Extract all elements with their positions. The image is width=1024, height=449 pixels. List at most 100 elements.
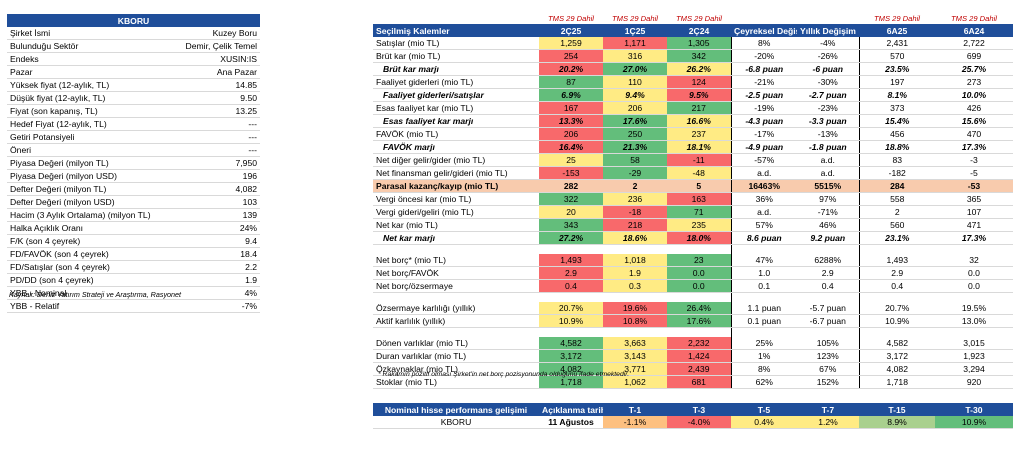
quarter-value: 235 [667,218,731,232]
quarterly-change: -19% [730,101,797,115]
quarter-value: 1,171 [603,37,667,50]
table-row: Net finansman gelir/gideri (mio TL) -153-… [373,166,1013,180]
perf-header: T-3 [667,403,731,416]
quarter-value [539,328,603,338]
yearly-change [797,328,859,338]
yearly-change: -13% [797,127,859,141]
row-label: Özsermaye karlılığı (yıllık) [373,302,539,315]
quarter-value: 71 [667,205,731,219]
quarter-value: 25 [539,153,603,167]
quarter-value: 26.2% [667,62,731,76]
perf-ticker: KBORU [373,416,539,429]
quarterly-change: -57% [730,153,797,167]
table-row: Faaliyet giderleri (mio TL) 87 110 124 -21% -… [373,75,1013,89]
quarter-value: 1.9 [603,266,667,280]
yearly-change: -71% [797,205,859,219]
row-label: Aktif karlılık (yıllık) [373,314,539,328]
quarterly-change: -20% [730,49,797,63]
info-value: 18.4 [177,247,261,261]
table-row: Defter Değeri (milyon TL) 4,082 [7,182,261,196]
yearly-change: a.d. [797,166,859,180]
table-row: Brüt kar (mio TL) 254 316 342 -20% -26% 570 699 [373,49,1013,63]
quarter-value: 0.0 [667,266,731,280]
quarter-value: 1,062 [603,375,667,389]
half-2024-value: 3,294 [935,362,1013,376]
quarter-value: 342 [667,49,731,63]
half-2025-value: 570 [858,49,935,63]
perf-header: Açıklanma tarihi [539,403,603,416]
quarter-value: 124 [667,75,731,89]
yearly-change: 9.2 puan [797,231,859,245]
table-row: PD/DD (son 4 çeyrek) 1.9 [7,273,261,287]
perf-header: T-30 [935,403,1013,416]
half-2025-value: 3,172 [858,349,935,363]
info-label: Fiyat (son kapanış, TL) [7,104,177,118]
quarter-value: -48 [667,166,731,180]
table-row: Piyasa Değeri (milyon USD) 196 [7,169,261,183]
quarter-value: 9.5% [667,88,731,102]
yearly-change: -1.8 puan [797,140,859,154]
table-row: Halka Açıklık Oranı 24% [7,221,261,235]
half-2024-value: 19.5% [935,302,1013,315]
info-label: Hacim (3 Aylık Ortalama) (milyon TL) [7,208,177,222]
half-2025-value: 4,582 [858,337,935,350]
row-label: Esas faaliyet kar (mio TL) [373,101,539,115]
perf-header: Nominal hisse performans gelişimi [373,403,539,416]
quarter-value: 16.4% [539,140,603,154]
perf-header: T-1 [603,403,667,416]
quarter-value: 3,172 [539,349,603,363]
quarter-value: 237 [667,127,731,141]
yearly-change: -3.3 puan [797,114,859,128]
quarterly-change: 25% [730,337,797,350]
quarter-value: 4,582 [539,337,603,350]
quarter-value: 1,018 [603,254,667,267]
quarterly-change: -4.9 puan [730,140,797,154]
info-label: Pazar [7,65,177,79]
quarterly-change: 8% [730,362,797,376]
quarter-value: 282 [539,179,603,193]
quarter-value: 1,424 [667,349,731,363]
info-value: 13.25 [177,104,261,118]
table-row: Vergi gideri/geliri (mio TL) 20 -18 71 a.d. -… [373,205,1013,219]
quarter-value: 2,439 [667,362,731,376]
quarter-value: 20.2% [539,62,603,76]
quarter-value: 3,143 [603,349,667,363]
half-2025-value: 1,718 [858,375,935,389]
quarter-value: 10.8% [603,314,667,328]
quarter-value: 5 [667,179,731,193]
info-value: XUSIN:IS [177,52,261,66]
half-2024-value: 3,015 [935,337,1013,350]
quarterly-change: -4.3 puan [730,114,797,128]
perf-value: -4.0% [667,416,731,429]
half-2024-value: 13.0% [935,314,1013,328]
half-2024-value: 107 [935,205,1013,219]
info-value: Ana Pazar [177,65,261,79]
table-row: Net kar marjı 27.2% 18.6% 18.0% 8.6 puan 9.2 … [373,231,1013,245]
half-2024-value: 2,722 [935,37,1013,50]
quarter-value: 19.6% [603,302,667,315]
yearly-change: 0.4 [797,279,859,293]
yearly-change: -5.7 puan [797,302,859,315]
table-row: YBB - Relatif -7% [7,299,261,313]
tms-note: TMS 29 Dahil [547,14,594,23]
quarterly-change: 36% [730,192,797,206]
yearly-change: -26% [797,49,859,63]
quarter-value: -11 [667,153,731,167]
row-label: Faaliyet giderleri/satışlar [373,88,539,102]
quarter-value [539,293,603,303]
table-row: FD/Satışlar (son 4 çeyrek) 2.2 [7,260,261,274]
row-label: Satışlar (mio TL) [373,37,539,50]
quarter-value: 681 [667,375,731,389]
row-label: Vergi gideri/geliri (mio TL) [373,205,539,219]
info-label: Hedef Fiyat (12-aylık, TL) [7,117,177,131]
quarterly-change: 47% [730,254,797,267]
row-label: Vergi öncesi kar (mio TL) [373,192,539,206]
info-value: Kuzey Boru [177,27,261,40]
quarter-value: -18 [603,205,667,219]
row-label: Net diğer gelir/gider (mio TL) [373,153,539,167]
table-row: Şirket İsmi Kuzey Boru [7,27,261,40]
info-value: 1.9 [177,273,261,287]
quarter-value: 206 [539,127,603,141]
table-row: Getiri Potansiyeli --- [7,130,261,144]
table-row: Duran varlıklar (mio TL) 3,172 3,143 1,424 1… [373,349,1013,363]
